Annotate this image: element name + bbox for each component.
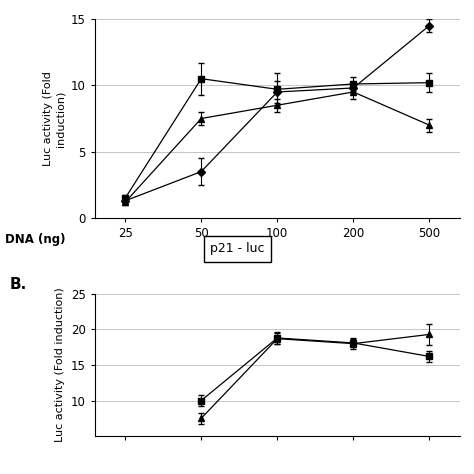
Text: DNA (ng): DNA (ng) <box>5 233 65 246</box>
Y-axis label: Luc activity (Fold induction): Luc activity (Fold induction) <box>55 288 65 442</box>
Text: p21 - luc: p21 - luc <box>210 242 264 255</box>
Text: B.: B. <box>9 277 27 292</box>
Y-axis label: Luc activity (Fold
induction): Luc activity (Fold induction) <box>43 71 65 166</box>
